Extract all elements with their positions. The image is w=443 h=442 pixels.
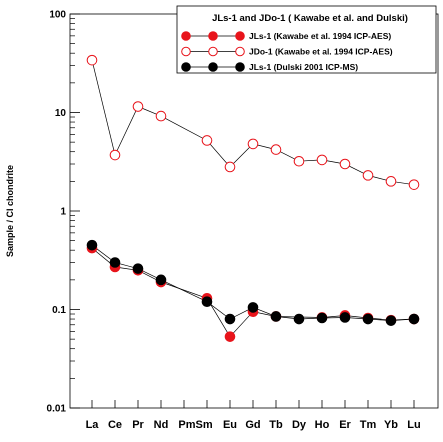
y-tick-label: 100 <box>49 10 66 21</box>
legend-box <box>176 5 437 74</box>
data-point-series-2 <box>109 149 121 161</box>
legend-marker-1 <box>235 31 245 41</box>
data-point-series-2 <box>339 158 351 170</box>
axes-layer: 100 10 1 0.1 0.01 La Ce Pr Nd PmSm Eu Gd Tb Dy Ho Er Tm Y… <box>47 10 421 432</box>
legend-title: JLs-1 and JDo-1 ( Kawabe et al. and Duls… <box>212 13 408 24</box>
data-point-series-2 <box>293 155 305 167</box>
data-point-series-2 <box>247 138 259 150</box>
data-point-series-2 <box>132 101 144 112</box>
x-tick-label: Tb <box>269 419 283 431</box>
series-lines-layer <box>91 60 415 338</box>
data-point-series-3 <box>293 313 305 325</box>
data-point-series-2 <box>201 135 213 146</box>
y-tick-label: 10 <box>55 108 67 119</box>
y-tick-label: 1 <box>60 207 66 218</box>
data-point-series-3 <box>109 257 121 268</box>
x-tick-label: Lu <box>407 419 420 431</box>
x-tick-label: Gd <box>245 419 260 431</box>
legend-marker-2 <box>208 46 218 57</box>
data-point-series-3 <box>316 312 328 324</box>
x-tick-label: Pr <box>132 419 144 431</box>
data-point-series-2 <box>224 161 236 173</box>
data-point-series-3 <box>86 239 98 251</box>
x-tick-label: Dy <box>292 419 307 431</box>
data-point-series-1 <box>224 331 236 342</box>
x-tick-label: PmSm <box>178 419 212 431</box>
x-tick-label: Yb <box>384 419 398 431</box>
legend-marker-3 <box>235 62 245 72</box>
legend-marker-2 <box>181 46 191 57</box>
x-tick-label: Tm <box>360 419 377 431</box>
y-axis-title: Sample / CI chondrite <box>5 165 15 257</box>
y-tick-label: 0.1 <box>52 305 66 316</box>
legend: JLs-1 and JDo-1 ( Kawabe et al. and Duls… <box>176 5 437 74</box>
x-tick-label: Nd <box>154 419 169 431</box>
data-point-series-3 <box>270 311 282 322</box>
legend-marker-3 <box>208 62 218 72</box>
data-point-series-3 <box>362 313 374 325</box>
x-tick-label: Ho <box>315 419 330 431</box>
data-point-series-2 <box>316 154 328 166</box>
data-point-series-3 <box>201 296 213 308</box>
x-tick-label: La <box>86 419 100 431</box>
data-point-series-3 <box>408 313 420 325</box>
legend-marker-3 <box>181 62 191 72</box>
data-point-series-2 <box>86 54 98 66</box>
series-line-2 <box>91 60 415 186</box>
data-point-series-3 <box>247 302 259 313</box>
x-tick-label: Ce <box>108 419 122 431</box>
legend-marker-1 <box>181 31 191 41</box>
legend-label-1: JLs-1 (Kawabe et al. 1994 ICP-AES) <box>249 31 391 41</box>
data-point-series-3 <box>339 312 351 323</box>
legend-marker-2 <box>235 46 245 57</box>
legend-marker-1 <box>208 31 218 41</box>
data-point-series-3 <box>224 313 236 325</box>
x-tick-label: Eu <box>223 419 237 431</box>
data-point-series-3 <box>155 274 167 286</box>
y-tick-label: 0.01 <box>47 404 67 415</box>
data-point-series-3 <box>132 263 144 274</box>
data-point-series-2 <box>362 170 374 181</box>
data-point-series-2 <box>385 176 397 187</box>
data-point-series-2 <box>270 144 282 155</box>
legend-label-2: JDo-1 (Kawabe et al. 1994 ICP-AES) <box>249 47 393 57</box>
data-point-series-3 <box>385 315 397 326</box>
series-points-layer <box>86 54 420 342</box>
data-point-series-2 <box>155 110 167 122</box>
x-tick-label: Er <box>339 419 351 431</box>
data-point-series-2 <box>408 179 420 190</box>
legend-label-3: JLs-1 (Dulski 2001 ICP-MS) <box>249 62 358 72</box>
